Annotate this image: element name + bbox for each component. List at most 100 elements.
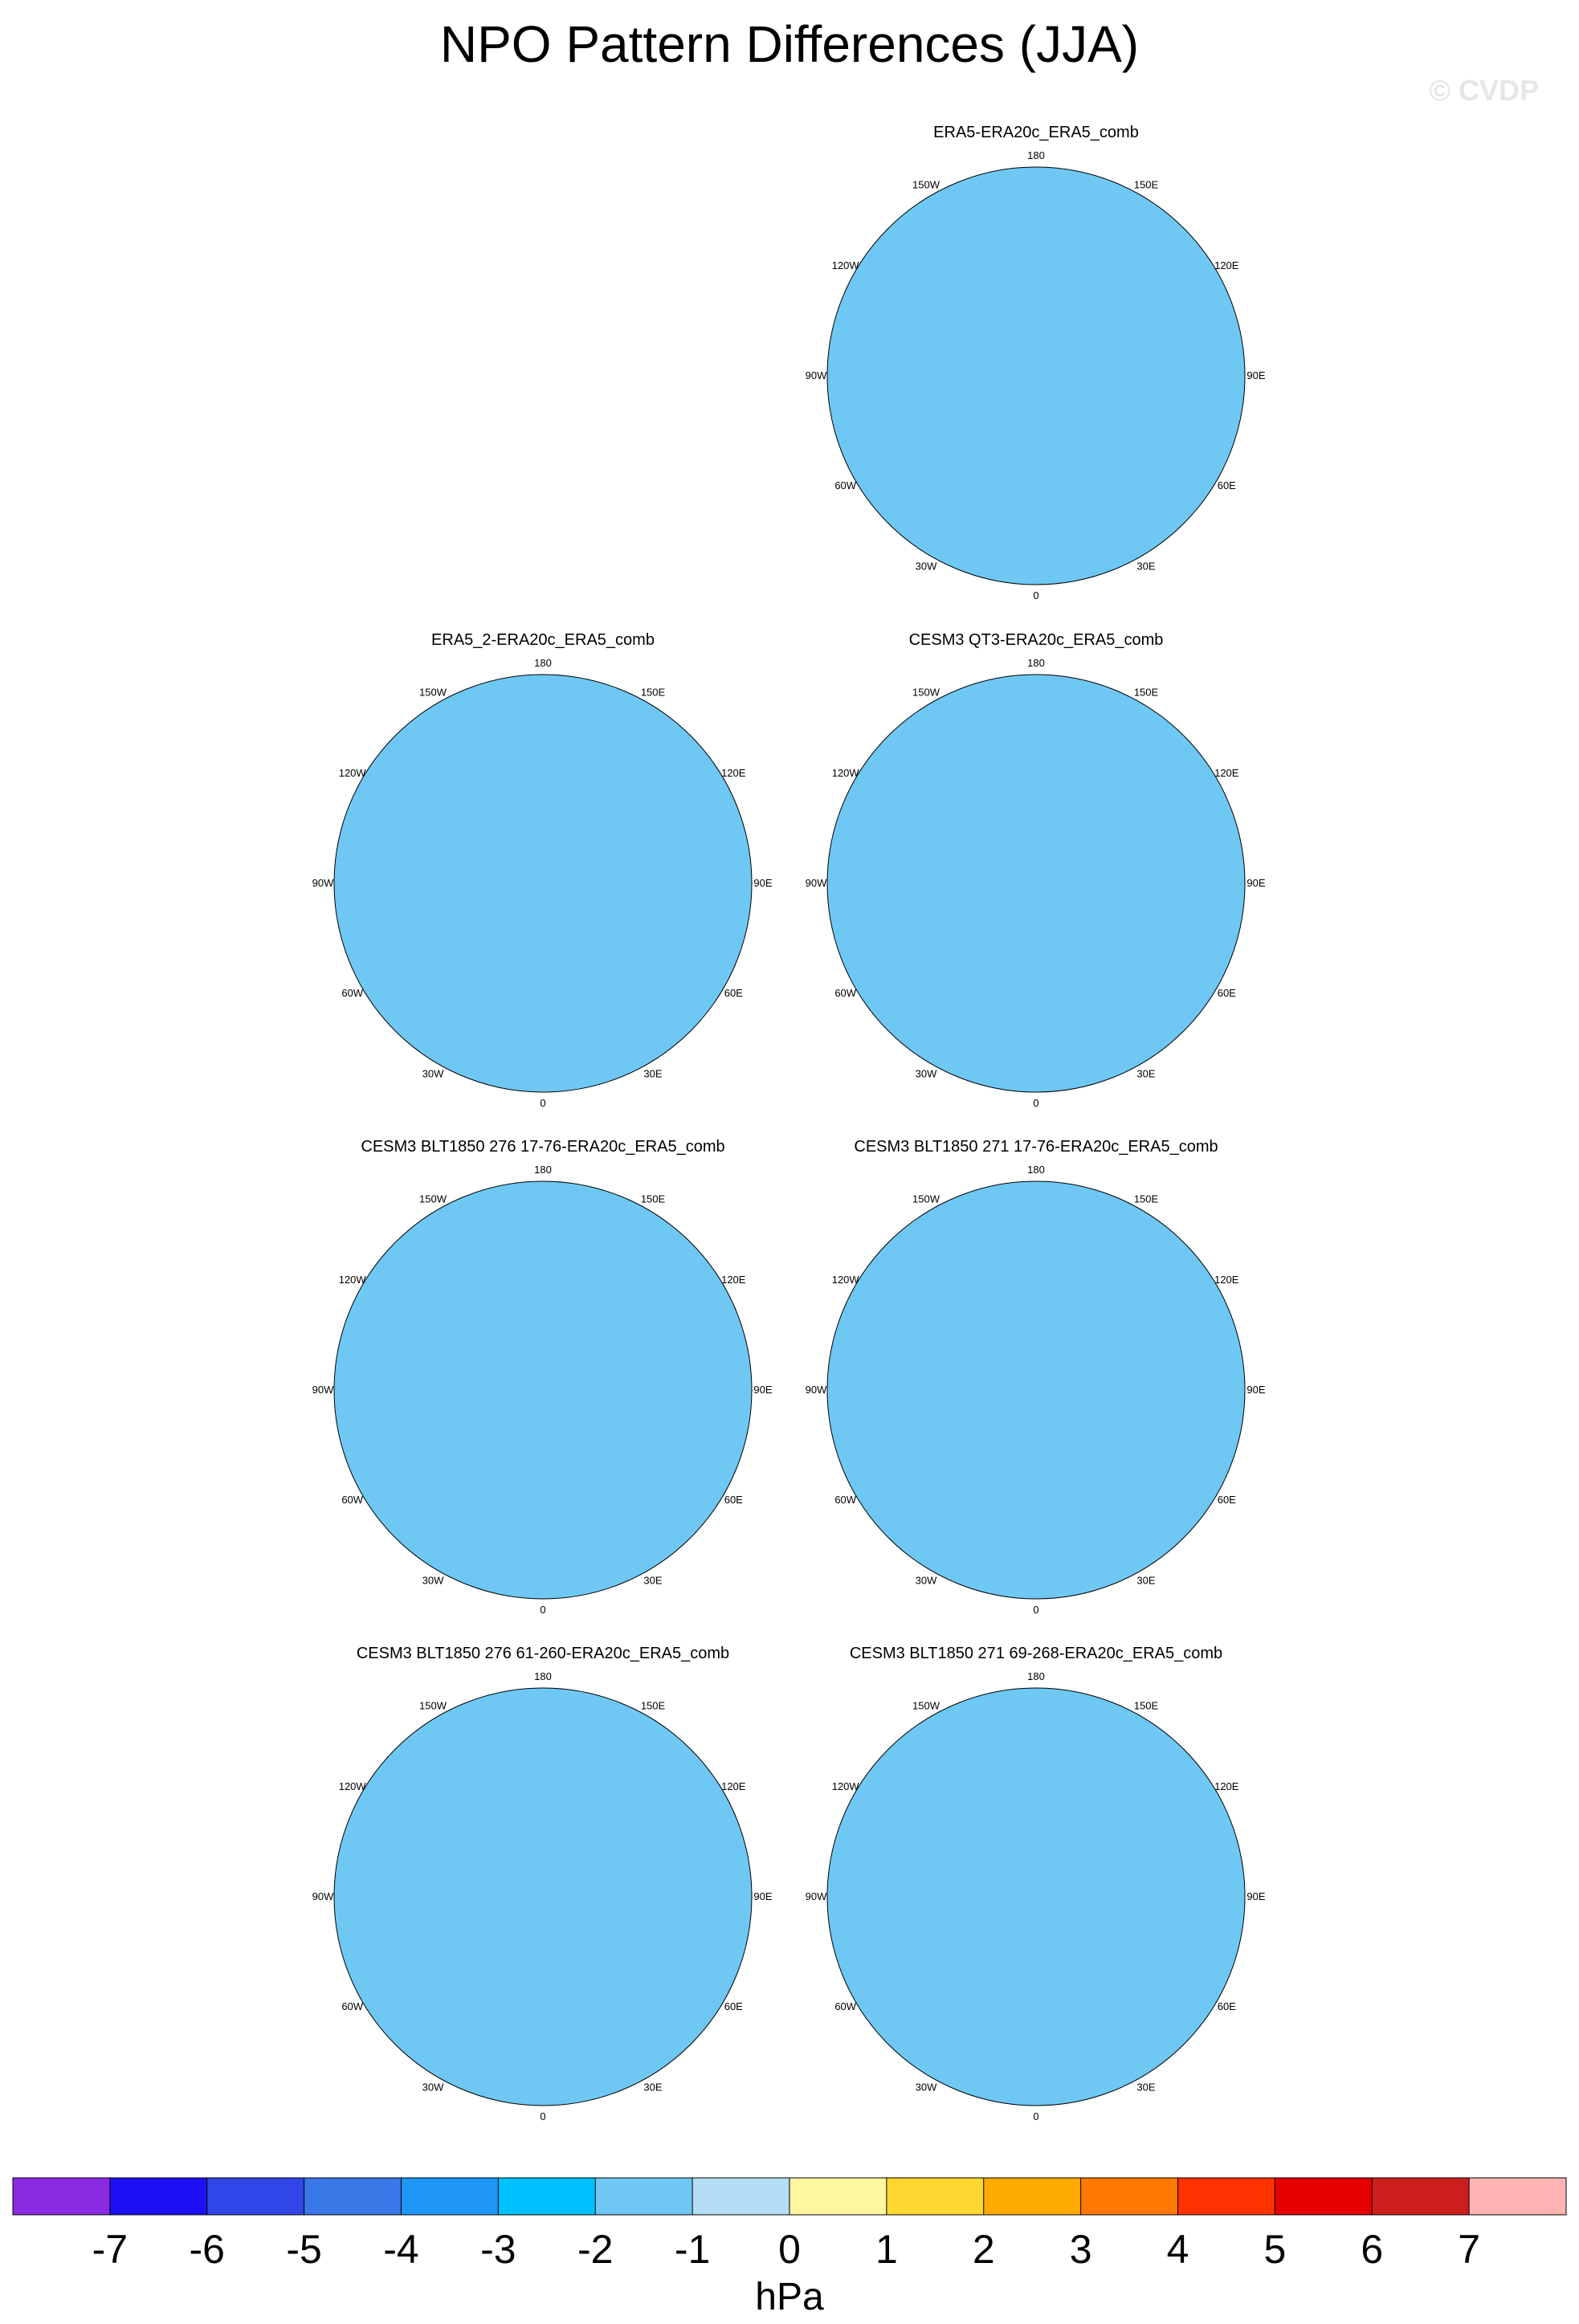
longitude-label: 120W (339, 1780, 367, 1792)
colorbar-tick-label: 0 (778, 2227, 801, 2272)
longitude-label: 180 (534, 1670, 552, 1682)
colorbar-tick-label: 5 (1263, 2227, 1286, 2272)
longitude-label: 0 (540, 2110, 545, 2122)
longitude-label: 150W (419, 1193, 447, 1205)
longitude-label: 150E (641, 1193, 666, 1205)
colorbar-swatch (983, 2178, 1082, 2215)
longitude-label: 30W (422, 1067, 444, 1079)
map-border (333, 1687, 753, 2106)
longitude-label: 120E (721, 767, 746, 779)
longitude-label: 90W (312, 1384, 334, 1396)
longitude-label: 120W (339, 767, 367, 779)
longitude-label: 90E (753, 1890, 772, 1902)
longitude-label: 150E (641, 1700, 666, 1712)
panel-title: CESM3 QT3-ERA20c_ERA5_comb (909, 631, 1164, 649)
colorbar-swatch (1372, 2178, 1470, 2215)
longitude-label: 30E (1136, 1067, 1155, 1079)
longitude-label: 150E (1134, 179, 1159, 191)
map-background-field (827, 675, 1245, 1092)
longitude-label: 180 (1027, 149, 1045, 161)
longitude-label: 120E (1214, 767, 1239, 779)
longitude-label: 30W (916, 2081, 937, 2093)
colorbar-swatch (1469, 2178, 1567, 2215)
longitude-label: 90E (753, 877, 772, 889)
colorbar-tick-label: -1 (675, 2227, 710, 2272)
panel-title: ERA5-ERA20c_ERA5_comb (933, 124, 1139, 141)
longitude-label: 30W (916, 1067, 937, 1079)
longitude-label: 120E (1214, 1780, 1239, 1792)
longitude-label: 0 (1033, 1097, 1038, 1109)
panel-title: CESM3 BLT1850 271 69-268-ERA20c_ERA5_com… (850, 1645, 1222, 1662)
longitude-label: 120E (1214, 259, 1239, 271)
longitude-label: 120W (832, 259, 860, 271)
longitude-label: 90E (1246, 369, 1265, 381)
colorbar: -7 -6 -5 -4 -3 -2 -1 0 1 2 3 4 5 6 7 hPa (12, 2177, 1567, 2318)
longitude-label: 90E (753, 1384, 772, 1396)
map-border (333, 1180, 753, 1600)
longitude-label: 0 (1033, 589, 1038, 601)
longitude-label: 150W (912, 1700, 940, 1712)
colorbar-swatch (304, 2178, 402, 2215)
longitude-label: 90W (312, 877, 334, 889)
map-panel: 180 150E 120E 90E 60E 30E 0 30W 60W 90W 120W 150W CE… (312, 1138, 773, 1616)
longitude-label: 30E (1136, 560, 1155, 572)
colorbar-swatch (595, 2178, 693, 2215)
colorbar-swatch (1177, 2178, 1275, 2215)
longitude-label: 150W (912, 1193, 940, 1205)
longitude-label: 90W (806, 1890, 827, 1902)
colorbar-tick-label: -4 (383, 2227, 418, 2272)
longitude-label: 60W (834, 1494, 856, 1506)
copyright-watermark: © CVDP (1429, 74, 1539, 107)
longitude-label: 180 (1027, 1670, 1045, 1682)
map-panel: 180 150E 120E 90E 60E 30E 0 30W 60W 90W 120W 150W ER… (312, 631, 773, 1109)
longitude-label: 120E (721, 1274, 746, 1286)
colorbar-unit: hPa (755, 2276, 824, 2318)
colorbar-tick-label: 3 (1070, 2227, 1092, 2272)
map-background-field (827, 1181, 1245, 1599)
colorbar-swatch (109, 2178, 208, 2215)
panel-title: CESM3 BLT1850 271 17-76-ERA20c_ERA5_comb (854, 1138, 1218, 1156)
colorbar-swatch (1275, 2178, 1373, 2215)
map-border (333, 674, 753, 1093)
longitude-label: 180 (1027, 657, 1045, 669)
colorbar-tick-label: -6 (190, 2227, 225, 2272)
panel-title: CESM3 BLT1850 276 17-76-ERA20c_ERA5_comb (361, 1138, 724, 1156)
longitude-label: 120W (339, 1274, 367, 1286)
map-background-field (334, 675, 752, 1092)
colorbar-tick-label: -2 (577, 2227, 613, 2272)
longitude-label: 150W (912, 179, 940, 191)
map-panel: 180 150E 120E 90E 60E 30E 0 30W 60W 90W 120W 150W CE… (806, 1645, 1266, 2122)
longitude-label: 150E (1134, 1700, 1159, 1712)
longitude-label: 60W (341, 2000, 363, 2012)
longitude-label: 30W (422, 1574, 444, 1586)
longitude-label: 30W (916, 1574, 937, 1586)
longitude-label: 30E (643, 1574, 662, 1586)
colorbar-swatch (692, 2178, 790, 2215)
map-border (826, 1180, 1246, 1600)
map-background-field (334, 1181, 752, 1599)
longitude-label: 30E (1136, 1574, 1155, 1586)
longitude-label: 150E (1134, 1193, 1159, 1205)
longitude-label: 90W (806, 369, 827, 381)
longitude-label: 30W (916, 560, 937, 572)
longitude-label: 120E (721, 1780, 746, 1792)
longitude-label: 120W (832, 1274, 860, 1286)
longitude-label: 60W (834, 987, 856, 999)
longitude-label: 150E (641, 687, 666, 699)
colorbar-swatch (401, 2178, 499, 2215)
longitude-label: 90E (1246, 1384, 1265, 1396)
longitude-label: 60W (341, 987, 363, 999)
colorbar-tick-label: -7 (92, 2227, 128, 2272)
colorbar-swatch (790, 2178, 887, 2215)
longitude-label: 60W (834, 2000, 856, 2012)
colorbar-swatch (13, 2178, 111, 2215)
longitude-label: 60E (1218, 987, 1236, 999)
longitude-label: 60E (724, 1494, 743, 1506)
longitude-label: 90W (806, 877, 827, 889)
colorbar-tick-label: -3 (480, 2227, 516, 2272)
longitude-label: 90E (1246, 877, 1265, 889)
longitude-label: 180 (1027, 1164, 1045, 1176)
longitude-label: 0 (1033, 1604, 1038, 1616)
colorbar-tick-label: 7 (1458, 2227, 1480, 2272)
